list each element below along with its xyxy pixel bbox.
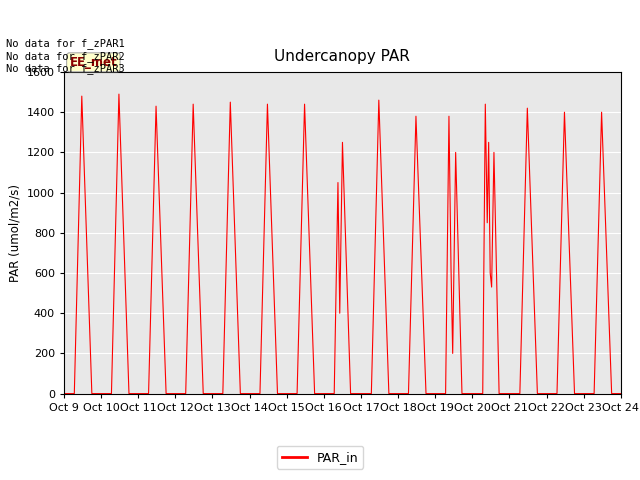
Y-axis label: PAR (umol/m2/s): PAR (umol/m2/s) — [8, 184, 21, 282]
Title: Undercanopy PAR: Undercanopy PAR — [275, 49, 410, 64]
Text: No data for f_zPAR1
No data for f_zPAR2
No data for f_zPAR3: No data for f_zPAR1 No data for f_zPAR2 … — [6, 38, 125, 74]
Text: EE_met: EE_met — [70, 56, 117, 69]
Legend: PAR_in: PAR_in — [276, 446, 364, 469]
